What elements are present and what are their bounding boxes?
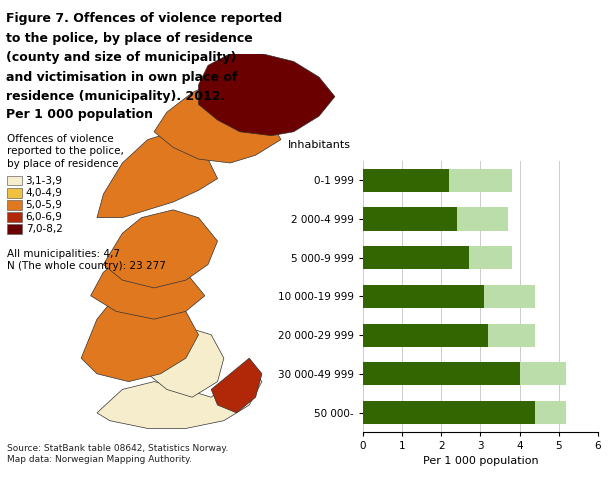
Polygon shape — [97, 366, 262, 428]
Bar — [484, 285, 535, 308]
Text: by place of residence: by place of residence — [7, 159, 119, 168]
Text: Map data: Norwegian Mapping Authority.: Map data: Norwegian Mapping Authority. — [7, 455, 192, 464]
Text: and victimisation in own place of: and victimisation in own place of — [6, 71, 237, 84]
Polygon shape — [148, 327, 224, 397]
Bar — [457, 207, 508, 231]
Polygon shape — [81, 296, 198, 382]
Polygon shape — [97, 132, 218, 218]
Text: All municipalities: 4,7: All municipalities: 4,7 — [7, 249, 120, 259]
Text: Inhabitants: Inhabitants — [288, 140, 351, 150]
Text: 6,0-6,9: 6,0-6,9 — [26, 212, 62, 222]
Text: 3,1-3,9: 3,1-3,9 — [26, 176, 63, 185]
Text: 7,0-8,2: 7,0-8,2 — [26, 224, 62, 234]
Polygon shape — [91, 257, 205, 319]
Text: N (The whole country): 23 277: N (The whole country): 23 277 — [7, 261, 166, 271]
Bar — [363, 401, 535, 424]
Polygon shape — [154, 85, 281, 163]
Polygon shape — [103, 210, 218, 288]
Bar — [449, 169, 512, 192]
Bar — [363, 324, 488, 347]
Bar — [363, 207, 457, 231]
Bar — [520, 362, 567, 386]
Text: 5,0-5,9: 5,0-5,9 — [26, 200, 62, 210]
X-axis label: Per 1 000 population: Per 1 000 population — [423, 456, 538, 467]
Bar — [535, 401, 567, 424]
Bar — [363, 246, 468, 269]
Bar — [488, 324, 535, 347]
Text: (county and size of municipality): (county and size of municipality) — [6, 51, 237, 64]
Polygon shape — [211, 358, 262, 413]
Bar — [468, 246, 512, 269]
Text: Offences of violence: Offences of violence — [7, 134, 114, 144]
Bar — [363, 285, 484, 308]
Bar — [363, 362, 520, 386]
Text: residence (municipality). 2012.: residence (municipality). 2012. — [6, 90, 225, 103]
Polygon shape — [198, 54, 335, 136]
Text: reported to the police,: reported to the police, — [7, 146, 124, 156]
Text: to the police, by place of residence: to the police, by place of residence — [6, 32, 253, 45]
Text: Figure 7. Offences of violence reported: Figure 7. Offences of violence reported — [6, 12, 282, 25]
Text: Source: StatBank table 08642, Statistics Norway.: Source: StatBank table 08642, Statistics… — [7, 444, 229, 453]
Text: Per 1 000 population: Per 1 000 population — [6, 108, 153, 122]
Text: 4,0-4,9: 4,0-4,9 — [26, 188, 62, 198]
Bar — [363, 169, 449, 192]
